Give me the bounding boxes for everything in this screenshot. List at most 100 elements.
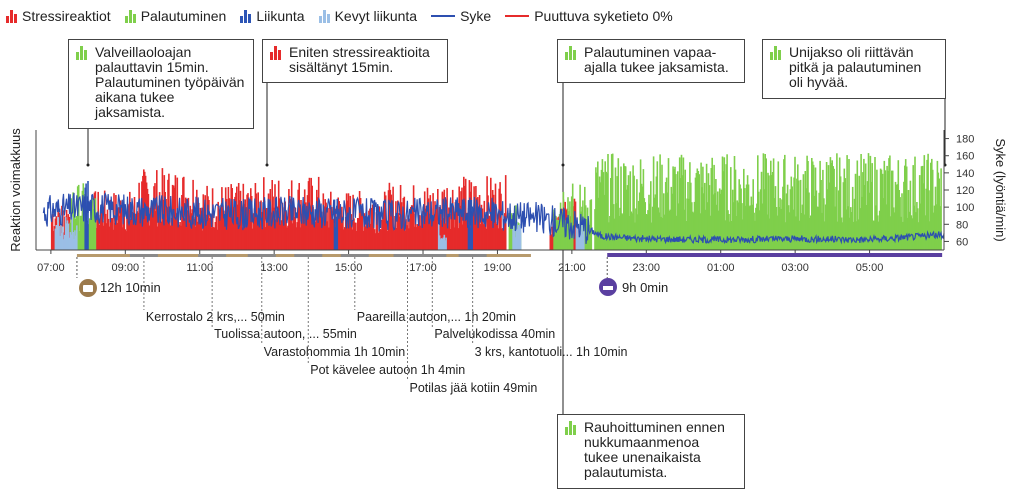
bar-mark <box>661 164 663 250</box>
bar-mark <box>126 215 128 250</box>
bar-mark <box>877 215 879 250</box>
bar-mark <box>889 155 891 250</box>
bar-mark <box>455 205 458 250</box>
bar-mark <box>417 224 419 250</box>
bar-mark <box>154 183 156 250</box>
bar-mark <box>643 198 646 250</box>
bar-mark <box>183 218 186 250</box>
bar-mark <box>134 213 137 250</box>
bar-mark <box>179 222 181 250</box>
bar-mark <box>512 223 514 250</box>
bar-mark <box>297 189 299 250</box>
bar-mark <box>319 210 322 250</box>
bar-mark <box>496 221 499 250</box>
bar-mark <box>561 223 564 250</box>
bar-mark <box>819 160 821 250</box>
bar-mark <box>396 228 398 250</box>
callout-pointer-dot <box>86 163 90 167</box>
bar-mark <box>680 154 683 250</box>
x-tick-label: 19:00 <box>484 262 512 274</box>
sleep-period-band <box>607 253 943 257</box>
bar-mark <box>276 210 278 250</box>
bar-mark <box>487 195 489 250</box>
bar-mark <box>940 168 942 250</box>
bar-mark <box>624 166 627 250</box>
bar-mark <box>844 178 847 250</box>
bar-mark <box>910 215 913 250</box>
bar-mark <box>406 225 408 250</box>
bar-mark <box>864 163 867 250</box>
bar-mark <box>804 171 807 250</box>
bar-mark <box>489 216 491 250</box>
bar-mark <box>745 184 748 250</box>
bar-mark <box>696 168 699 250</box>
bar-mark <box>287 225 289 250</box>
bar-mark <box>309 208 312 250</box>
bar-mark <box>183 176 185 250</box>
bar-mark <box>511 215 513 250</box>
bar-mark <box>175 213 178 250</box>
bar-mark <box>926 159 928 250</box>
bar-mark <box>444 223 446 250</box>
bar-mark <box>722 171 725 250</box>
activity-label: Palvelukodissa 40min <box>434 327 555 341</box>
bar-mark <box>280 220 283 250</box>
bar-mark <box>73 214 75 250</box>
bar-mark <box>325 202 327 250</box>
bar-mark <box>689 162 691 250</box>
bar-mark <box>149 207 152 250</box>
bar-mark <box>687 182 689 250</box>
bar-mark <box>922 183 925 250</box>
bar-mark <box>60 215 62 250</box>
bar-mark <box>699 213 701 250</box>
bar-mark <box>170 217 173 250</box>
bar-mark <box>783 159 785 250</box>
bar-mark <box>594 209 596 250</box>
bar-mark <box>235 192 237 250</box>
bar-mark <box>600 169 603 250</box>
bar-mark <box>198 220 201 250</box>
bar-mark <box>840 217 843 250</box>
bar-mark <box>639 159 642 250</box>
bar-mark <box>915 212 917 250</box>
legend-item: Kevyt liikunta <box>318 8 417 24</box>
y-right-tick-label: 60 <box>956 236 968 248</box>
bar-mark <box>484 216 486 250</box>
bar-mark <box>623 163 625 250</box>
bar-mark <box>805 188 807 250</box>
bar-mark <box>663 193 665 250</box>
bar-mark <box>648 194 650 250</box>
activity-segment <box>294 254 323 257</box>
x-tick-label: 03:00 <box>781 262 809 274</box>
bar-mark <box>216 229 219 250</box>
bar-mark <box>777 161 780 250</box>
bar-mark <box>240 209 243 250</box>
bar-mark <box>756 203 758 250</box>
legend-bar-icon <box>124 9 136 23</box>
bar-mark <box>284 201 286 250</box>
bar-mark <box>135 214 138 250</box>
bar-mark <box>64 217 67 250</box>
bar-mark <box>437 220 440 250</box>
bar-mark <box>414 214 417 250</box>
bar-mark <box>796 178 798 250</box>
bar-mark <box>845 209 847 250</box>
bar-mark <box>89 218 91 250</box>
bar-mark <box>751 204 753 250</box>
bar-mark <box>566 223 568 250</box>
bar-mark <box>191 209 193 250</box>
bar-mark <box>567 197 569 250</box>
bar-mark <box>195 226 197 250</box>
bar-mark <box>725 164 727 250</box>
bar-mark <box>432 193 434 250</box>
bar-mark <box>222 205 224 250</box>
legend-bar-icon <box>318 9 330 23</box>
bar-mark <box>734 169 737 250</box>
bar-mark <box>321 220 324 250</box>
bar-mark <box>203 209 206 250</box>
bar-mark <box>862 172 864 250</box>
legend-item: Syke <box>431 8 491 24</box>
bar-mark <box>872 220 874 250</box>
bar-mark <box>84 187 86 250</box>
bar-mark <box>905 166 908 250</box>
